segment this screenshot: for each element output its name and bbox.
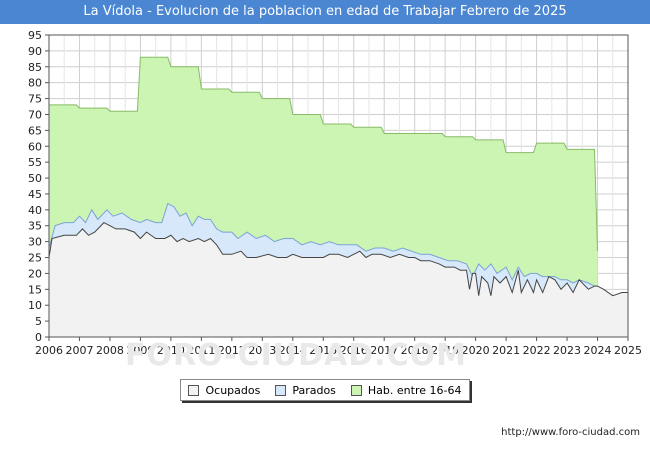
y-tick-label: 45 <box>28 188 42 201</box>
x-tick-label: 2009 <box>126 344 154 357</box>
y-tick-label: 35 <box>28 220 42 233</box>
x-tick-label: 2008 <box>96 344 124 357</box>
x-tick-label: 2007 <box>65 344 93 357</box>
legend: Ocupados Parados Hab. entre 16-64 <box>180 379 470 401</box>
legend-item-parados: Parados <box>275 384 336 397</box>
x-tick-label: 2025 <box>614 344 642 357</box>
x-tick-label: 2011 <box>187 344 215 357</box>
legend-swatch-habitantes <box>350 384 362 396</box>
x-tick-label: 2018 <box>401 344 429 357</box>
y-tick-label: 95 <box>28 29 42 42</box>
series-line-parados <box>48 202 598 287</box>
plot-frame <box>48 34 629 338</box>
series-areas <box>48 56 628 338</box>
x-tick-label: 2023 <box>553 344 581 357</box>
legend-swatch-ocupados <box>188 384 200 396</box>
x-tick-label: 2006 <box>35 344 63 357</box>
y-tick-label: 60 <box>28 140 42 153</box>
y-tick-label: 15 <box>28 283 42 296</box>
legend-swatch-parados <box>275 384 287 396</box>
x-tick-label: 2014 <box>279 344 307 357</box>
legend-label-habitantes: Hab. entre 16-64 <box>367 383 462 397</box>
x-tick-label: 2021 <box>492 344 520 357</box>
x-tick-label: 2015 <box>309 344 337 357</box>
y-tick-label: 40 <box>28 204 42 217</box>
legend-label-parados: Parados <box>292 383 336 397</box>
y-tick-label: 0 <box>35 331 42 344</box>
legend-item-ocupados: Ocupados <box>188 384 260 397</box>
y-tick-label: 5 <box>35 315 42 328</box>
y-tick-label: 30 <box>28 236 42 249</box>
x-tick-label: 2012 <box>218 344 246 357</box>
y-tick-label: 65 <box>28 124 42 137</box>
watermark: FORO-CIUDAD.COM <box>125 338 467 373</box>
x-tick-label: 2024 <box>584 344 612 357</box>
x-tick-label: 2010 <box>157 344 185 357</box>
x-tick-label: 2017 <box>370 344 398 357</box>
y-tick-label: 50 <box>28 172 42 185</box>
legend-item-habitantes: Hab. entre 16-64 <box>350 383 462 397</box>
x-tick-label: 2022 <box>523 344 551 357</box>
y-tick-label: 25 <box>28 252 42 265</box>
x-tick-label: 2013 <box>248 344 276 357</box>
y-tick-label: 75 <box>28 93 42 106</box>
y-tick-label: 90 <box>28 45 42 58</box>
x-tick-label: 2019 <box>431 344 459 357</box>
chart-title: La Vídola - Evolucion de la poblacion en… <box>0 0 650 24</box>
series-area-ocupados <box>49 222 628 337</box>
series-line-hab-entre-16-64 <box>49 56 598 252</box>
y-tick-label: 55 <box>28 156 42 169</box>
x-tick-label: 2020 <box>462 344 490 357</box>
y-tick-label: 10 <box>28 299 42 312</box>
source-link[interactable]: http://www.foro-ciudad.com <box>501 427 640 438</box>
series-line-ocupados <box>48 221 628 297</box>
x-tick-label: 2016 <box>340 344 368 357</box>
y-axis-ticks: 0 5 10 15 20 25 30 35 40 45 50 55 60 65 70 75 80 85 90 95 <box>28 29 49 344</box>
legend-label-ocupados: Ocupados <box>205 383 261 397</box>
y-tick-label: 20 <box>28 267 42 280</box>
x-axis-ticks: 2006 2007 2008 2009 2010 2011 2012 2013 2014 2015… <box>35 337 642 357</box>
y-tick-label: 85 <box>28 61 42 74</box>
y-tick-label: 80 <box>28 77 42 90</box>
y-tick-label: 70 <box>28 108 42 121</box>
